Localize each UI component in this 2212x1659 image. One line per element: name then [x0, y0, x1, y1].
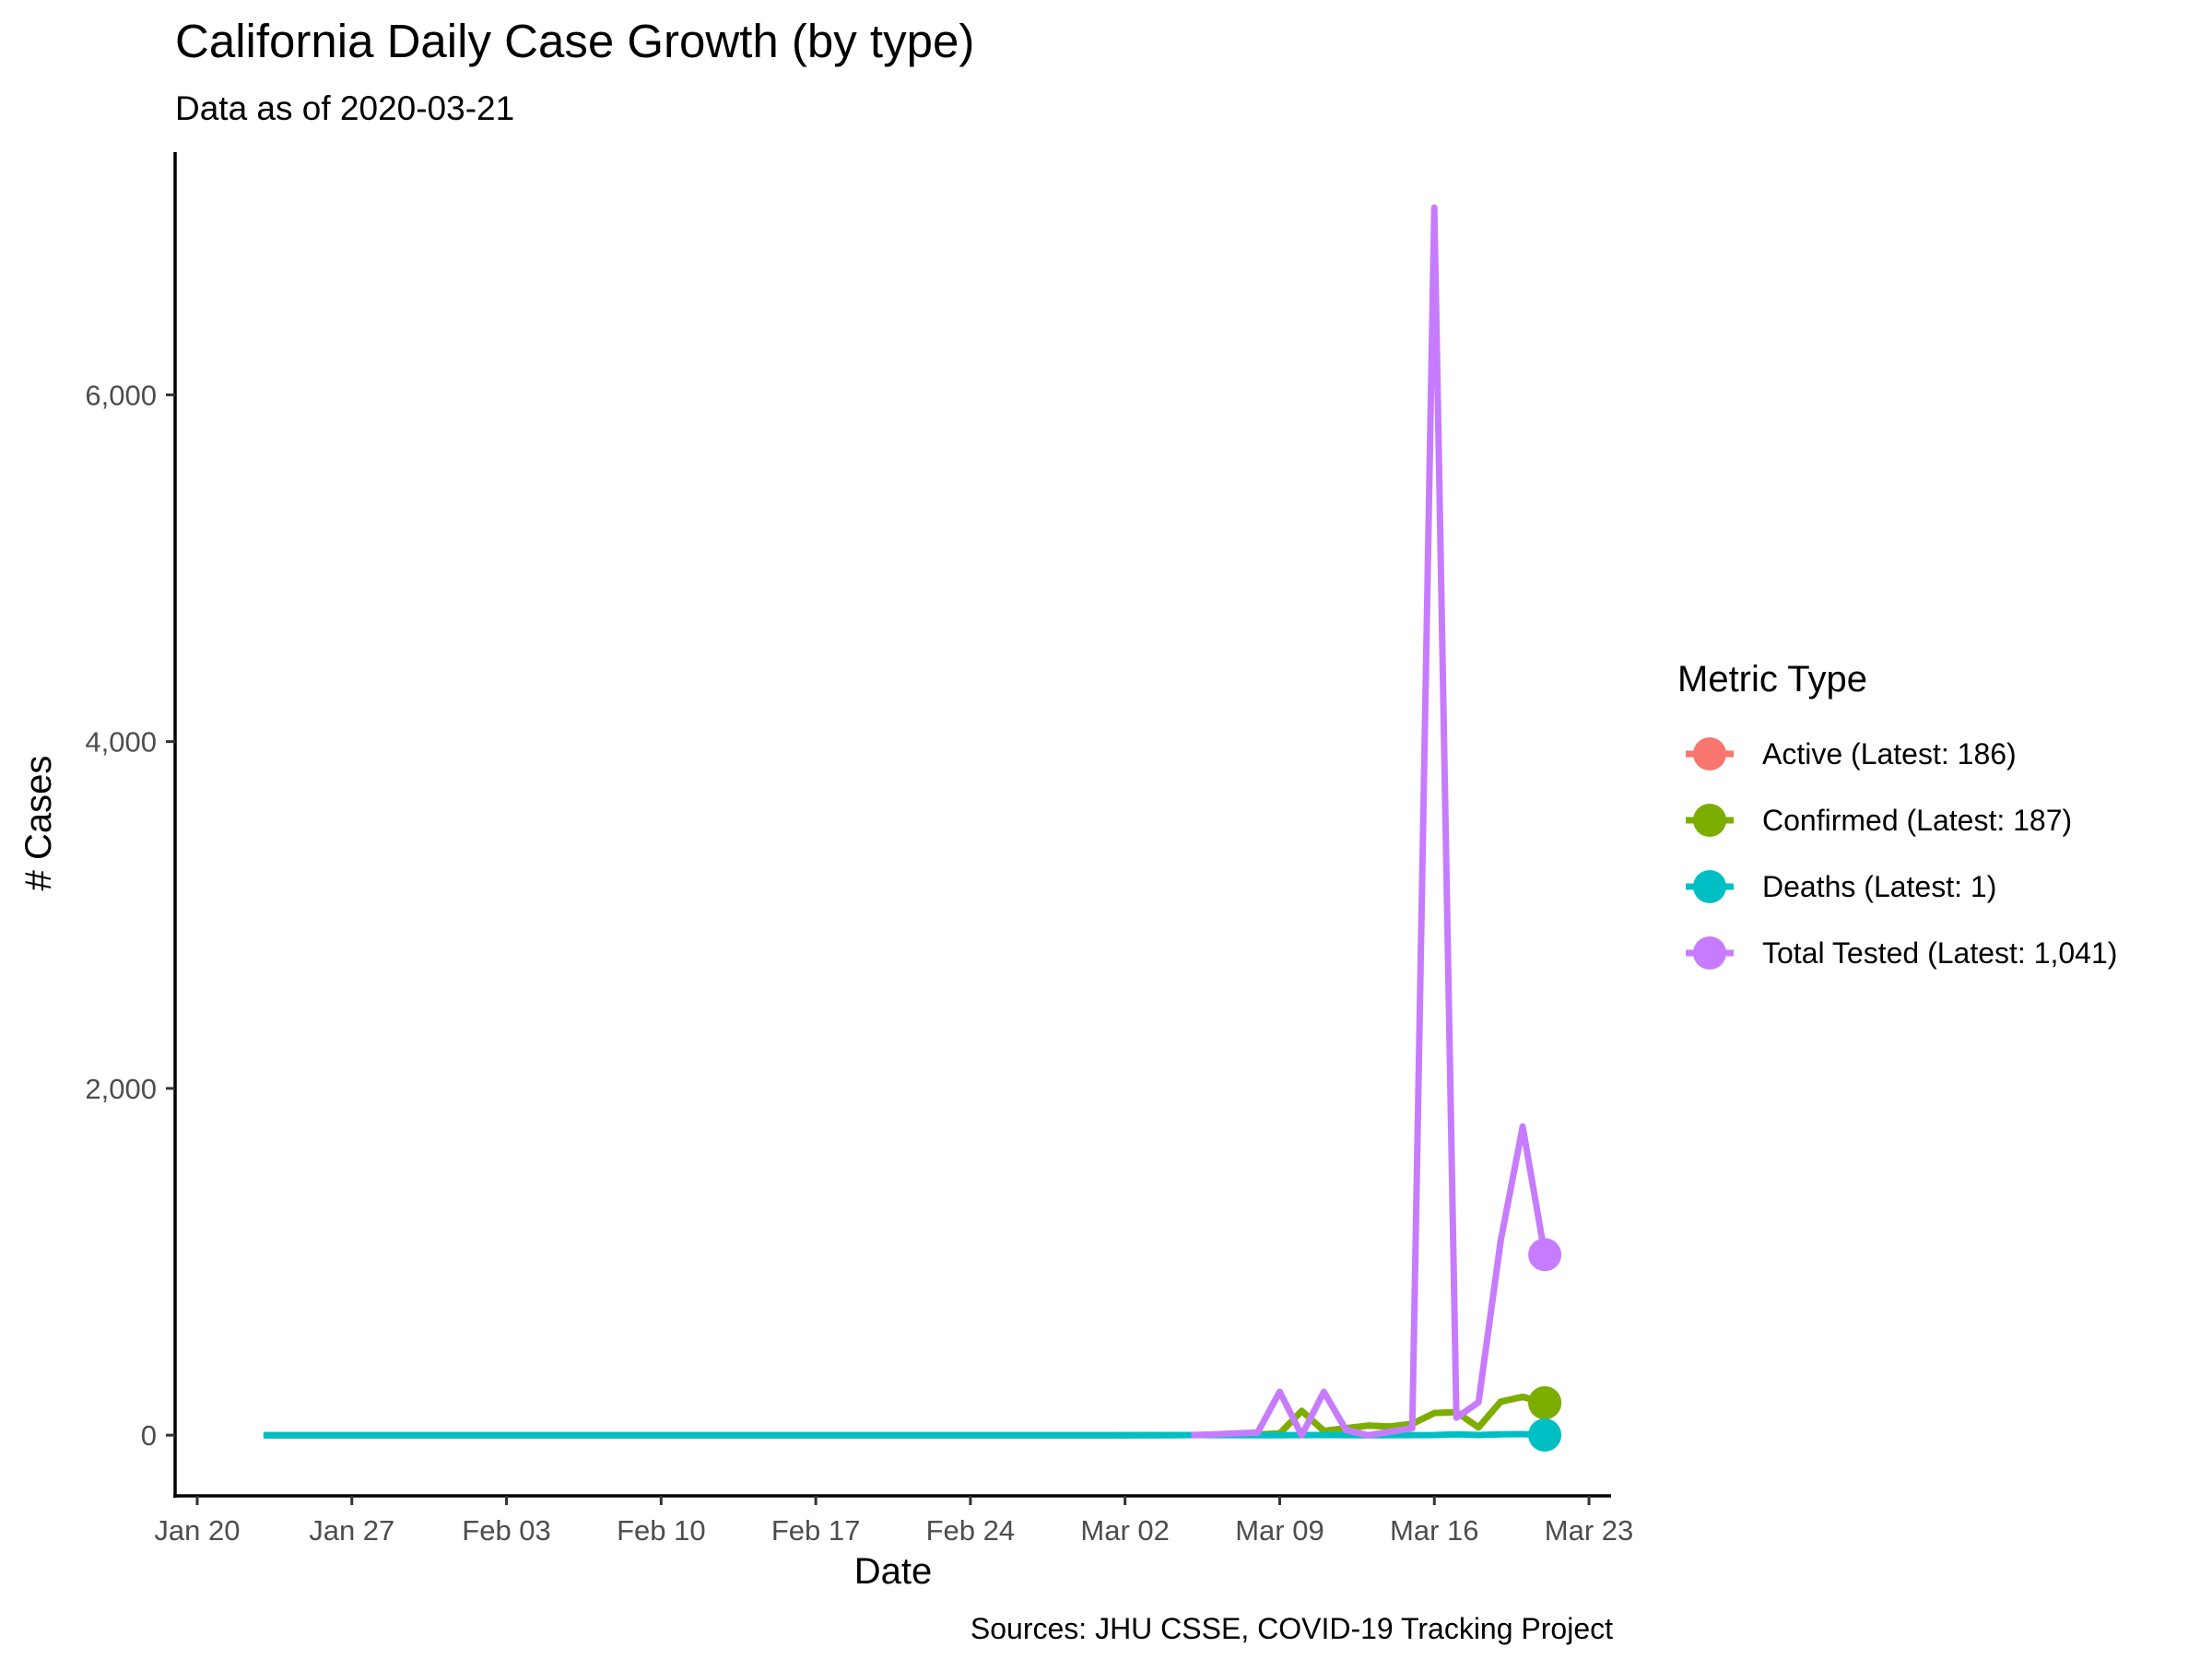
y-tick-label: 0: [141, 1419, 157, 1452]
legend-key-point-0: [1693, 737, 1726, 771]
legend-key-point-2: [1693, 870, 1726, 903]
legend-label-3: Total Tested (Latest: 1,041): [1762, 936, 2117, 970]
plot-area: [263, 204, 1562, 1452]
x-axis-title: Date: [854, 1551, 933, 1592]
x-tick-label: Mar 02: [1080, 1514, 1169, 1547]
chart-subtitle: Data as of 2020-03-21: [175, 89, 514, 127]
x-tick-label: Mar 16: [1390, 1514, 1478, 1547]
series-line-2: [263, 1430, 1546, 1439]
latest-points: [1528, 1238, 1562, 1452]
x-tick-label: Jan 27: [309, 1514, 394, 1547]
legend-label-0: Active (Latest: 186): [1762, 737, 2017, 771]
y-tick-label: 4,000: [85, 726, 157, 759]
chart-title: California Daily Case Growth (by type): [175, 15, 974, 67]
latest-point-2: [1528, 1418, 1562, 1452]
latest-point-3: [1528, 1238, 1562, 1272]
series-lines: [263, 204, 1548, 1439]
y-axis-title: # Cases: [18, 756, 59, 891]
x-tick-label: Feb 10: [617, 1514, 706, 1547]
legend-key-point-3: [1693, 936, 1726, 970]
legend-title: Metric Type: [1677, 659, 1867, 700]
y-tick-label: 2,000: [85, 1073, 157, 1105]
x-tick-label: Mar 23: [1545, 1514, 1633, 1547]
y-tick-label: 6,000: [85, 379, 157, 411]
chart-caption: Sources: JHU CSSE, COVID-19 Tracking Pro…: [971, 1612, 1613, 1645]
series-line-3: [1191, 204, 1548, 1439]
x-tick-label: Feb 17: [771, 1514, 861, 1547]
x-tick-label: Mar 09: [1235, 1514, 1324, 1547]
legend-label-1: Confirmed (Latest: 187): [1762, 804, 2072, 837]
x-axis-ticks: Jan 20 Jan 27 Feb 03 Feb 10 Feb 17 Feb 24 Mar …: [154, 1496, 1633, 1547]
y-axis-ticks: 0 2,000 4,000 6,000: [85, 379, 175, 1452]
legend-key-point-1: [1693, 804, 1726, 837]
x-tick-label: Feb 03: [462, 1514, 551, 1547]
latest-point-1: [1528, 1386, 1562, 1419]
x-tick-label: Feb 24: [926, 1514, 1016, 1547]
legend-items: Active (Latest: 186) Confirmed (Latest: 1…: [1686, 737, 2117, 970]
x-tick-label: Jan 20: [154, 1514, 240, 1547]
legend: Metric Type Active (Latest: 186) Confirme…: [1677, 659, 2117, 970]
legend-label-2: Deaths (Latest: 1): [1762, 870, 1996, 903]
